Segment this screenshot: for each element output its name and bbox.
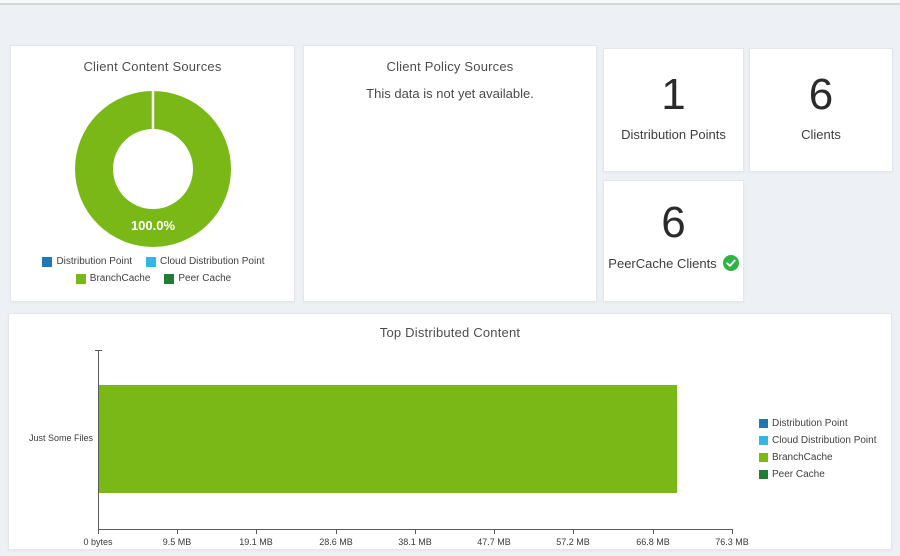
legend-label: BranchCache [772, 452, 833, 463]
top-distributed-content-card: Top Distributed Content Just Some Files … [8, 313, 892, 550]
cloud-distribution-point-swatch-icon [759, 436, 768, 445]
x-tick-label: 47.7 MB [477, 537, 511, 547]
x-tick-label: 38.1 MB [398, 537, 432, 547]
x-tick [177, 530, 178, 534]
donut-legend-row-1: Distribution Point Cloud Distribution Po… [11, 256, 296, 267]
clients-count: 6 [808, 70, 834, 119]
legend-label: Cloud Distribution Point [772, 435, 877, 446]
legend-item-cloud-distribution-point: Cloud Distribution Point [759, 435, 877, 446]
x-tick-label: 57.2 MB [556, 537, 590, 547]
x-tick [494, 530, 495, 534]
window-top-divider [0, 3, 900, 5]
donut-legend-row-2: BranchCache Peer Cache [11, 273, 296, 284]
x-tick-label: 0 bytes [83, 537, 113, 547]
client-policy-sources-card: Client Policy Sources This data is not y… [303, 45, 597, 302]
x-tick-label: 76.3 MB [715, 537, 749, 547]
legend-item-distribution-point: Distribution Point [759, 418, 877, 429]
client-content-sources-card: Client Content Sources 100.0% Distributi… [10, 45, 295, 302]
legend-label: Peer Cache [772, 469, 825, 480]
legend-item-peer-cache: Peer Cache [759, 469, 877, 480]
no-data-message: This data is not yet available. [366, 86, 534, 101]
x-tick-label: 9.5 MB [162, 537, 192, 547]
legend-item-distribution-point: Distribution Point [42, 256, 132, 267]
peercache-clients-label-row: PeerCache Clients [604, 255, 743, 271]
distribution-points-label: Distribution Points [621, 127, 726, 142]
legend-label: Distribution Point [772, 418, 848, 429]
donut-data-label: 100.0% [131, 218, 176, 233]
x-tick [415, 530, 416, 534]
legend-label: Distribution Point [56, 256, 133, 267]
x-tick [573, 530, 574, 534]
window-top-edge [0, 0, 900, 4]
y-axis [98, 350, 99, 530]
clients-tile: 6 Clients [749, 48, 893, 172]
distribution-point-swatch-icon [759, 419, 768, 428]
legend-item-cloud-distribution-point: Cloud Distribution Point [146, 256, 265, 267]
cloud-distribution-point-swatch-icon [146, 256, 157, 267]
distribution-point-swatch-icon [42, 256, 53, 267]
x-tick [98, 530, 99, 534]
branchcache-swatch-icon [759, 453, 768, 462]
x-tick [653, 530, 654, 534]
x-axis [98, 529, 733, 530]
peercache-clients-tile: 6 PeerCache Clients [603, 180, 744, 302]
peer-cache-swatch-icon [759, 470, 768, 479]
clients-label: Clients [801, 127, 841, 142]
distribution-points-count: 1 [661, 70, 686, 119]
legend-item-peer-cache: Peer Cache [164, 273, 231, 284]
bar-chart-legend: Distribution Point Cloud Distribution Po… [759, 418, 877, 486]
distribution-points-tile: 1 Distribution Points [603, 48, 744, 172]
peer-cache-swatch-icon [164, 273, 175, 284]
legend-label: BranchCache [89, 273, 151, 284]
x-tick [732, 530, 733, 534]
legend-item-branchcache: BranchCache [759, 452, 877, 463]
client-content-sources-donut-chart[interactable]: 100.0% [73, 89, 233, 249]
x-tick-label: 28.6 MB [319, 537, 353, 547]
check-circle-icon [722, 255, 739, 271]
x-tick [336, 530, 337, 534]
legend-item-branchcache: BranchCache [75, 273, 151, 284]
peercache-clients-count: 6 [661, 198, 686, 247]
peercache-clients-label: PeerCache Clients [608, 255, 717, 271]
bar-just-some-files[interactable] [99, 385, 677, 493]
legend-label: Cloud Distribution Point [160, 256, 265, 267]
branchcache-swatch-icon [75, 273, 86, 284]
chart-title: Top Distributed Content [379, 325, 521, 340]
x-tick [256, 530, 257, 534]
legend-label: Peer Cache [178, 273, 232, 284]
y-category-label: Just Some Files [28, 433, 93, 443]
card-title: Client Content Sources [83, 59, 222, 74]
card-title: Client Policy Sources [386, 59, 514, 74]
x-tick-label: 66.8 MB [636, 537, 670, 547]
x-tick-label: 19.1 MB [239, 537, 273, 547]
